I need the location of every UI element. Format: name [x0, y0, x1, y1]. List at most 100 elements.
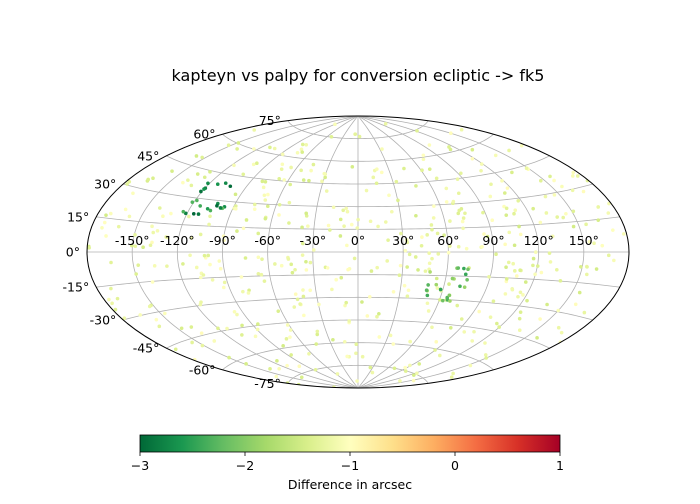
data-point	[517, 224, 521, 229]
graticule	[87, 116, 629, 388]
data-point	[503, 242, 507, 247]
data-point	[301, 288, 305, 292]
data-point	[592, 241, 596, 246]
data-point	[284, 337, 289, 341]
data-point	[152, 264, 157, 268]
data-point	[585, 272, 589, 277]
data-point	[438, 287, 443, 292]
data-point	[521, 293, 525, 297]
data-point	[550, 234, 555, 239]
data-point	[489, 182, 493, 187]
data-point	[256, 255, 261, 260]
data-point	[116, 224, 121, 229]
data-point	[113, 307, 118, 312]
data-point	[447, 293, 452, 298]
data-point	[399, 231, 403, 236]
longitude-tick-label: 120°	[524, 233, 554, 248]
data-point	[448, 326, 453, 330]
data-point	[356, 217, 360, 222]
longitude-tick-label: -30°	[299, 233, 326, 248]
parallel-line	[222, 133, 494, 162]
data-point	[504, 213, 509, 217]
parallel-line	[287, 120, 429, 140]
data-point	[345, 243, 349, 248]
data-point	[455, 303, 460, 308]
data-point	[403, 369, 408, 373]
data-point	[594, 267, 599, 271]
data-point	[482, 232, 486, 236]
data-point	[596, 218, 601, 222]
data-point	[253, 334, 258, 339]
data-point	[206, 253, 211, 258]
data-point	[426, 309, 431, 313]
data-point	[345, 354, 349, 359]
data-point	[324, 189, 329, 193]
data-point	[274, 374, 279, 379]
colorbar-tick-label: −2	[236, 458, 254, 473]
latitude-tick-label: -60°	[189, 362, 216, 377]
data-point	[109, 260, 113, 265]
data-point	[396, 198, 400, 203]
data-point	[466, 267, 470, 272]
data-point	[440, 298, 445, 303]
data-point	[300, 241, 305, 246]
data-point	[434, 282, 439, 287]
data-point	[151, 230, 156, 235]
data-point	[415, 371, 419, 376]
data-point	[502, 204, 506, 209]
data-point	[442, 233, 446, 237]
data-point	[295, 297, 300, 302]
data-point	[115, 296, 120, 301]
data-point	[548, 174, 552, 179]
data-point	[538, 317, 542, 321]
data-point	[577, 290, 582, 295]
data-point	[531, 256, 536, 261]
data-point	[607, 201, 611, 206]
data-point	[200, 155, 204, 160]
data-point	[490, 218, 495, 223]
data-point	[483, 353, 488, 357]
data-point	[427, 251, 431, 256]
data-point	[150, 280, 155, 284]
data-point	[420, 168, 424, 173]
data-point	[517, 328, 522, 332]
latitude-tick-label: -15°	[63, 280, 90, 295]
data-point	[403, 248, 408, 253]
data-point	[334, 277, 339, 282]
data-point	[241, 289, 245, 294]
data-point	[357, 134, 362, 139]
data-point	[524, 166, 529, 170]
data-point	[447, 145, 451, 149]
chart-title: kapteyn vs palpy for conversion ecliptic…	[172, 66, 545, 85]
data-point	[558, 279, 563, 283]
data-point	[369, 269, 374, 273]
data-point	[425, 301, 430, 306]
data-point	[402, 166, 406, 171]
data-point	[201, 273, 206, 277]
data-point	[300, 150, 305, 154]
data-point	[427, 167, 432, 171]
data-point	[622, 232, 626, 236]
data-point	[347, 319, 351, 323]
data-point	[252, 147, 256, 151]
data-point	[342, 339, 347, 344]
data-point	[462, 266, 466, 271]
data-point	[109, 286, 113, 291]
data-point	[555, 267, 559, 272]
data-point	[451, 199, 456, 204]
data-point	[288, 335, 292, 339]
data-point	[606, 253, 611, 258]
data-point	[226, 143, 231, 148]
data-point	[129, 243, 134, 248]
data-point	[460, 219, 465, 224]
latitude-tick-label: 15°	[67, 209, 89, 224]
data-point	[198, 232, 203, 237]
data-point	[239, 275, 244, 279]
latitude-tick-label: -30°	[90, 313, 117, 328]
data-point	[322, 171, 327, 176]
data-point	[432, 204, 436, 208]
data-point	[450, 276, 455, 281]
data-point	[343, 303, 347, 308]
data-point	[279, 167, 284, 171]
data-point	[360, 300, 364, 304]
